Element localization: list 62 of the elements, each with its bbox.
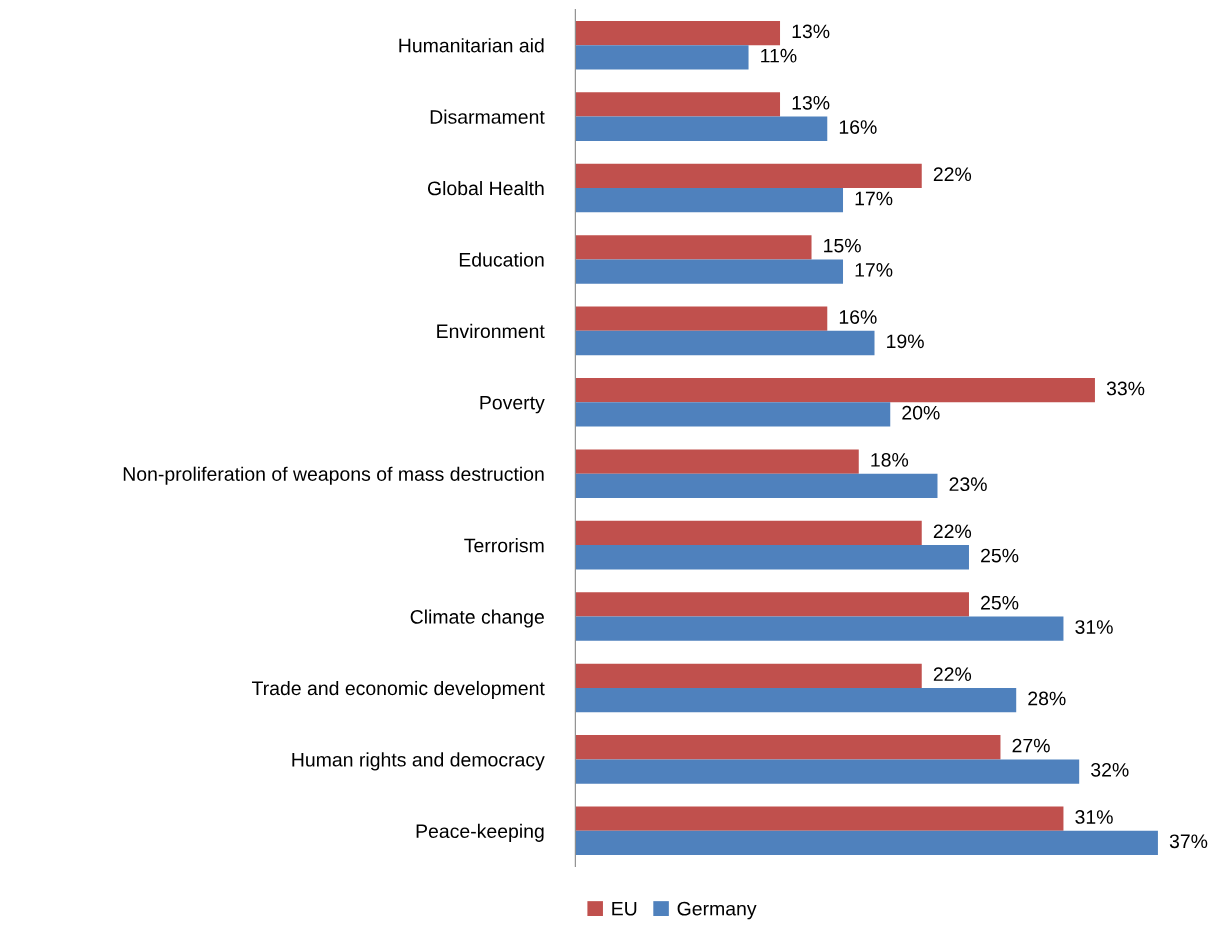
bar	[575, 545, 969, 570]
data-label: 22%	[933, 167, 972, 182]
bar	[575, 735, 1001, 760]
bar	[575, 92, 781, 117]
data-label: 16%	[839, 310, 877, 324]
data-label: 25%	[981, 548, 1019, 563]
legend-label: EU	[612, 901, 637, 916]
y-tick-label: Terrorism	[464, 538, 544, 553]
bar	[575, 259, 844, 284]
bar	[575, 116, 828, 141]
data-label: 11%	[761, 48, 797, 63]
bar	[575, 235, 812, 260]
data-label: 15%	[824, 238, 861, 253]
data-label: 19%	[887, 334, 924, 349]
y-tick-label: Peace-keeping	[416, 823, 544, 842]
bar	[575, 188, 844, 213]
bar	[575, 663, 922, 688]
y-tick-label: Global Health	[427, 180, 544, 196]
legend-label: Germany	[677, 901, 757, 920]
data-label: 16%	[839, 120, 877, 134]
bar	[575, 402, 891, 427]
data-label: 31%	[1075, 810, 1113, 824]
data-label: 13%	[792, 24, 830, 39]
data-label: 20%	[902, 405, 940, 420]
y-tick-label: Humanitarian aid	[399, 38, 544, 53]
y-tick-label: Trade and economic development	[251, 680, 545, 700]
data-label: 32%	[1091, 762, 1129, 777]
data-label: 31%	[1075, 620, 1113, 634]
data-label: 22%	[933, 667, 972, 681]
bar	[575, 616, 1064, 641]
bar	[575, 20, 781, 46]
data-label: 33%	[1106, 381, 1145, 396]
data-label: 18%	[871, 453, 909, 467]
data-label: 25%	[981, 595, 1019, 610]
y-tick-label: Poverty	[480, 395, 545, 414]
bar	[575, 473, 938, 498]
data-label: 17%	[855, 191, 893, 206]
y-tick-label: Climate change	[410, 609, 544, 628]
y-tick-label: Education	[459, 252, 544, 267]
bar	[575, 592, 969, 617]
bar	[575, 306, 828, 331]
bar	[575, 330, 875, 356]
bar	[575, 830, 1158, 856]
data-label: 37%	[1169, 834, 1208, 849]
data-label: 22%	[933, 524, 972, 539]
y-tick-label: Human rights and democracy	[292, 752, 545, 771]
bar	[575, 806, 1064, 831]
data-label: 23%	[949, 477, 987, 492]
bar	[575, 520, 922, 546]
bar	[575, 759, 1080, 784]
y-tick-label: Non-proliferation of weapons of mass destruction	[123, 466, 544, 485]
y-tick-label: Environment	[437, 323, 545, 339]
data-label: 17%	[855, 263, 893, 277]
y-tick-label: Disarmament	[430, 109, 545, 124]
data-label: 28%	[1028, 691, 1066, 706]
bar	[575, 45, 749, 70]
bar	[575, 687, 1017, 713]
bar	[575, 378, 1095, 403]
data-label: 13%	[792, 95, 830, 110]
bar	[575, 163, 922, 189]
bar	[575, 449, 859, 474]
data-label: 27%	[1012, 738, 1050, 753]
